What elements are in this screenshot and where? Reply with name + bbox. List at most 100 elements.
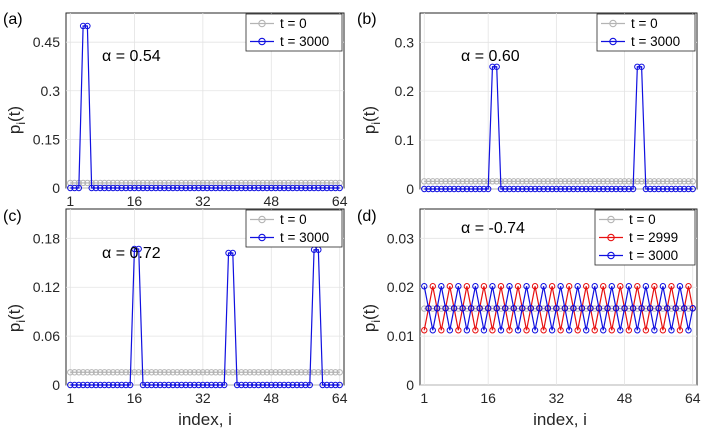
data-point (553, 178, 560, 185)
data-point (97, 184, 104, 192)
data-point (497, 305, 505, 312)
data-point (285, 184, 292, 192)
data-point (289, 184, 296, 192)
data-point (148, 184, 155, 192)
data-point (109, 369, 117, 376)
data-point (131, 369, 138, 376)
data-point (544, 305, 552, 312)
data-point (595, 305, 603, 312)
data-point (570, 185, 577, 193)
data-point (595, 185, 603, 193)
data-point (425, 305, 432, 312)
svg-text:pi(t): pi(t) (5, 106, 28, 134)
data-point (625, 185, 633, 193)
data-point (131, 184, 138, 192)
data-point (208, 369, 215, 376)
data-point (84, 381, 91, 389)
data-point (472, 327, 479, 334)
data-point (523, 283, 530, 290)
data-point (612, 185, 620, 193)
data-point (225, 184, 232, 192)
data-point (634, 63, 641, 70)
panel-c-series (67, 245, 343, 389)
data-point (84, 22, 91, 30)
data-point (310, 369, 318, 376)
data-point (336, 369, 343, 376)
data-point (126, 381, 134, 389)
data-point (646, 185, 654, 193)
data-point (651, 185, 658, 193)
data-point (523, 305, 530, 312)
data-point (114, 184, 121, 192)
data-point (672, 305, 679, 312)
data-point (480, 185, 488, 193)
data-point (681, 178, 688, 185)
data-point (506, 185, 513, 193)
ylabel-sub: i (14, 122, 28, 125)
panel-b: 0 0.1 0.2 0.3 (b) α = 0.60 t = 0 t = 3000 (357, 11, 698, 197)
data-point (642, 185, 650, 193)
data-point (544, 178, 552, 185)
data-point (514, 185, 522, 193)
data-point (92, 369, 100, 376)
data-point (229, 184, 237, 192)
data-point (455, 305, 462, 312)
data-point (208, 381, 215, 389)
data-point (101, 184, 108, 192)
data-point (685, 185, 692, 193)
data-point (323, 184, 331, 192)
data-point (327, 184, 335, 192)
data-point (199, 369, 207, 376)
data-point (144, 184, 151, 192)
panel-c-label: (c) (3, 208, 22, 225)
data-point (655, 178, 662, 185)
data-point (681, 305, 688, 312)
y-tick-label: 0.01 (387, 328, 414, 344)
data-point (604, 305, 611, 312)
panel-c-alpha: α = 0.72 (102, 245, 161, 262)
data-point (221, 381, 228, 389)
data-point (651, 283, 658, 290)
data-point (548, 178, 556, 185)
legend-marker-gray (258, 19, 266, 28)
data-point (574, 185, 581, 193)
x-tick-label: 48 (617, 390, 633, 406)
data-point (293, 369, 301, 376)
data-point (203, 381, 211, 389)
data-point (191, 184, 198, 192)
data-point (101, 369, 108, 376)
data-point (148, 381, 155, 389)
data-point (489, 327, 496, 334)
data-point (161, 184, 168, 192)
data-point (152, 381, 160, 389)
data-point (114, 369, 121, 376)
data-point (255, 369, 262, 376)
data-point (676, 327, 684, 334)
data-point (463, 283, 471, 290)
legend-label-t3000: t = 3000 (280, 230, 329, 245)
data-point (280, 184, 288, 192)
data-point (139, 381, 147, 389)
x-tick-label: 48 (264, 193, 280, 209)
data-point (233, 184, 241, 192)
data-point (523, 178, 530, 185)
data-point (421, 185, 428, 193)
data-point (315, 184, 322, 192)
data-point (263, 369, 271, 376)
data-point (71, 184, 78, 192)
data-point (676, 305, 684, 312)
data-point (531, 305, 539, 312)
panel-a-alpha: α = 0.54 (102, 48, 161, 65)
data-point (298, 369, 305, 376)
ylabel-sub: i (369, 122, 383, 125)
data-point (118, 381, 125, 389)
data-point (591, 185, 598, 193)
x-tick-label: 64 (332, 390, 348, 406)
data-point (565, 178, 573, 185)
data-point (156, 381, 164, 389)
data-point (319, 184, 326, 192)
data-point (272, 369, 279, 376)
data-point (246, 381, 254, 389)
data-point (480, 305, 488, 312)
ylabel-p: p (360, 323, 379, 332)
